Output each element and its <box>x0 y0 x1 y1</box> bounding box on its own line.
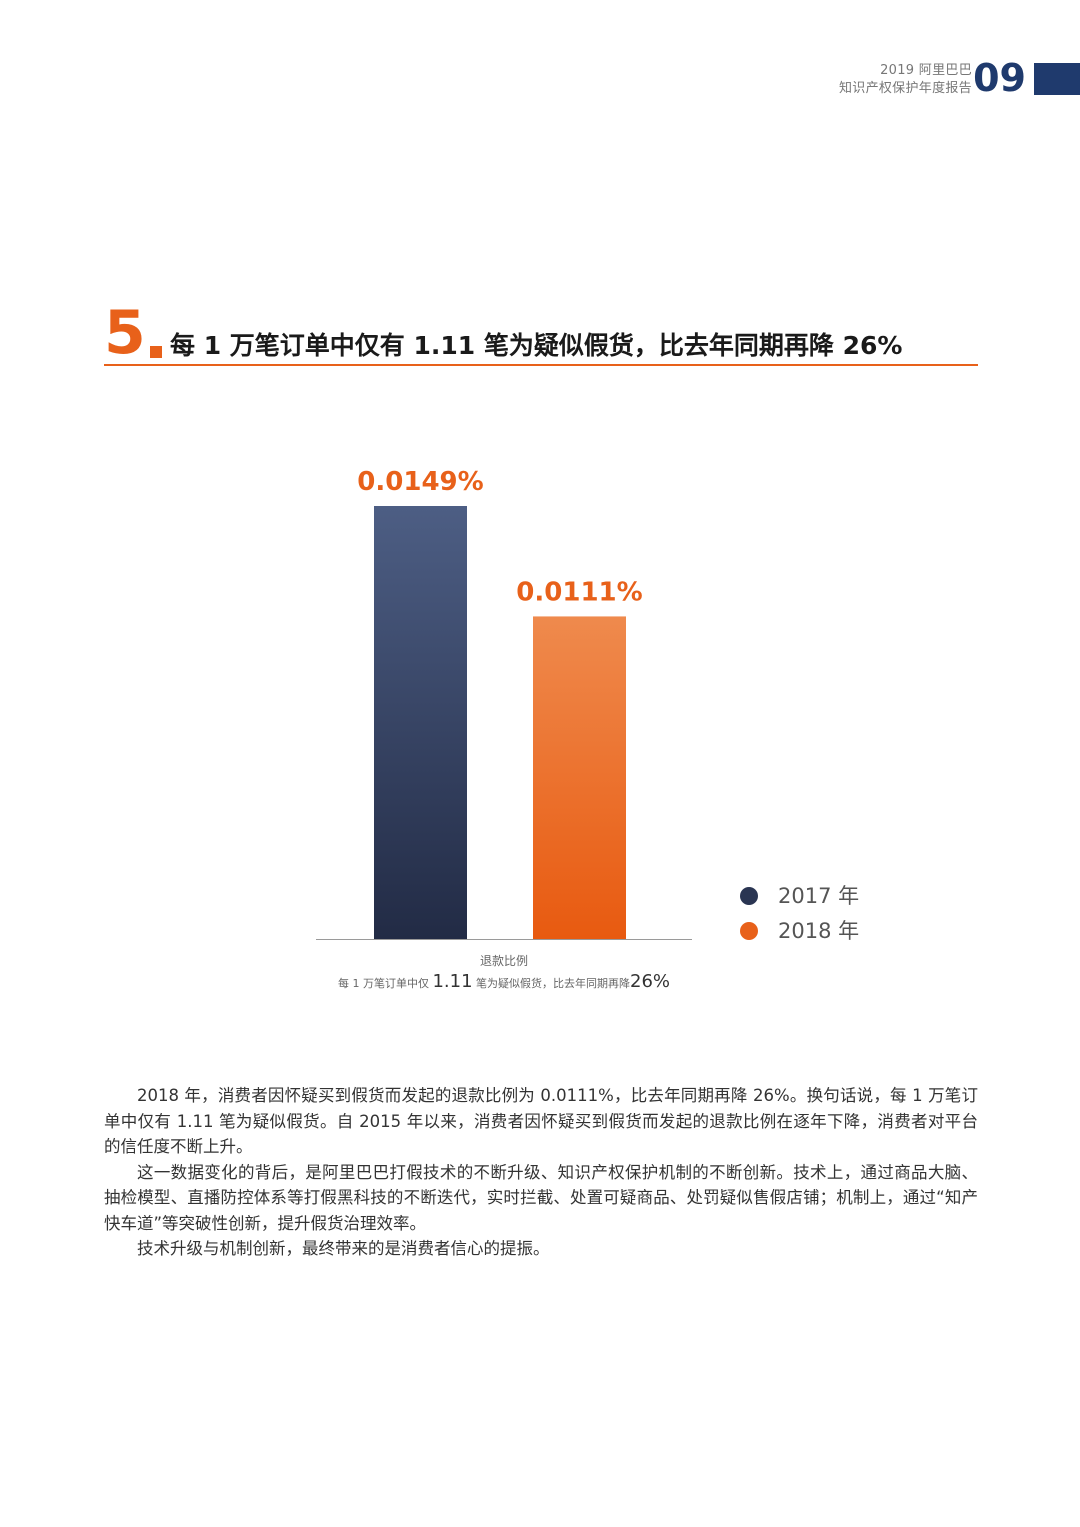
report-title-line2: 知识产权保护年度报告 <box>838 81 972 96</box>
caption-part-c: 笔为疑似假货，比去年同期再降 <box>472 977 631 990</box>
caption-axis-label: 退款比例 <box>479 954 528 968</box>
report-title-line1: 2019 阿里巴巴 <box>880 63 972 78</box>
caption-value-1-11: 1.11 <box>432 971 473 992</box>
bar-value-label-2017: 0.0149% <box>357 467 483 497</box>
chart-caption: 退款比例 每 1 万笔订单中仅 1.11 笔为疑似假货，比去年同期再降26% <box>316 952 692 996</box>
section-title: 每 1 万笔订单中仅有 1.11 笔为疑似假货，比去年同期再降 26% <box>170 331 903 360</box>
page-number: 09 <box>973 56 1026 100</box>
section-number-dot <box>150 346 162 358</box>
bar-value-label-2018: 0.0111% <box>516 577 642 607</box>
bar-2018 <box>533 616 626 939</box>
paragraph-1: 2018 年，消费者因怀疑买到假货而发起的退款比例为 0.0111%，比去年同期… <box>104 1086 978 1156</box>
section-number: 5 <box>104 298 146 368</box>
legend-swatch-2018 <box>740 922 758 940</box>
report-title: 2019 阿里巴巴 知识产权保护年度报告 <box>839 62 972 98</box>
caption-part-a: 每 1 万笔订单中仅 <box>337 977 433 990</box>
paragraph-3: 技术升级与机制创新，最终带来的是消费者信心的提振。 <box>137 1239 550 1258</box>
paragraph-2: 这一数据变化的背后，是阿里巴巴打假技术的不断升级、知识产权保护机制的不断创新。技… <box>104 1162 978 1233</box>
caption-value-26: 26% <box>630 971 671 992</box>
page-header: 2019 阿里巴巴 知识产权保护年度报告 09 <box>740 56 1080 100</box>
bar-2017 <box>374 506 467 939</box>
page-number-bar <box>1034 63 1080 95</box>
section-heading: 5 每 1 万笔订单中仅有 1.11 笔为疑似假货，比去年同期再降 26% <box>104 300 978 368</box>
section-underline <box>104 364 978 366</box>
caption-summary: 每 1 万笔订单中仅 1.11 笔为疑似假货，比去年同期再降26% <box>316 970 692 996</box>
legend-label-2018: 2018 年 <box>778 919 860 943</box>
legend-swatch-2017 <box>740 887 758 905</box>
body-text: 2018 年，消费者因怀疑买到假货而发起的退款比例为 0.0111%，比去年同期… <box>104 1083 978 1262</box>
legend-label-2017: 2017 年 <box>778 884 860 908</box>
bar-chart: 0.0149% 0.0111% <box>316 467 692 940</box>
